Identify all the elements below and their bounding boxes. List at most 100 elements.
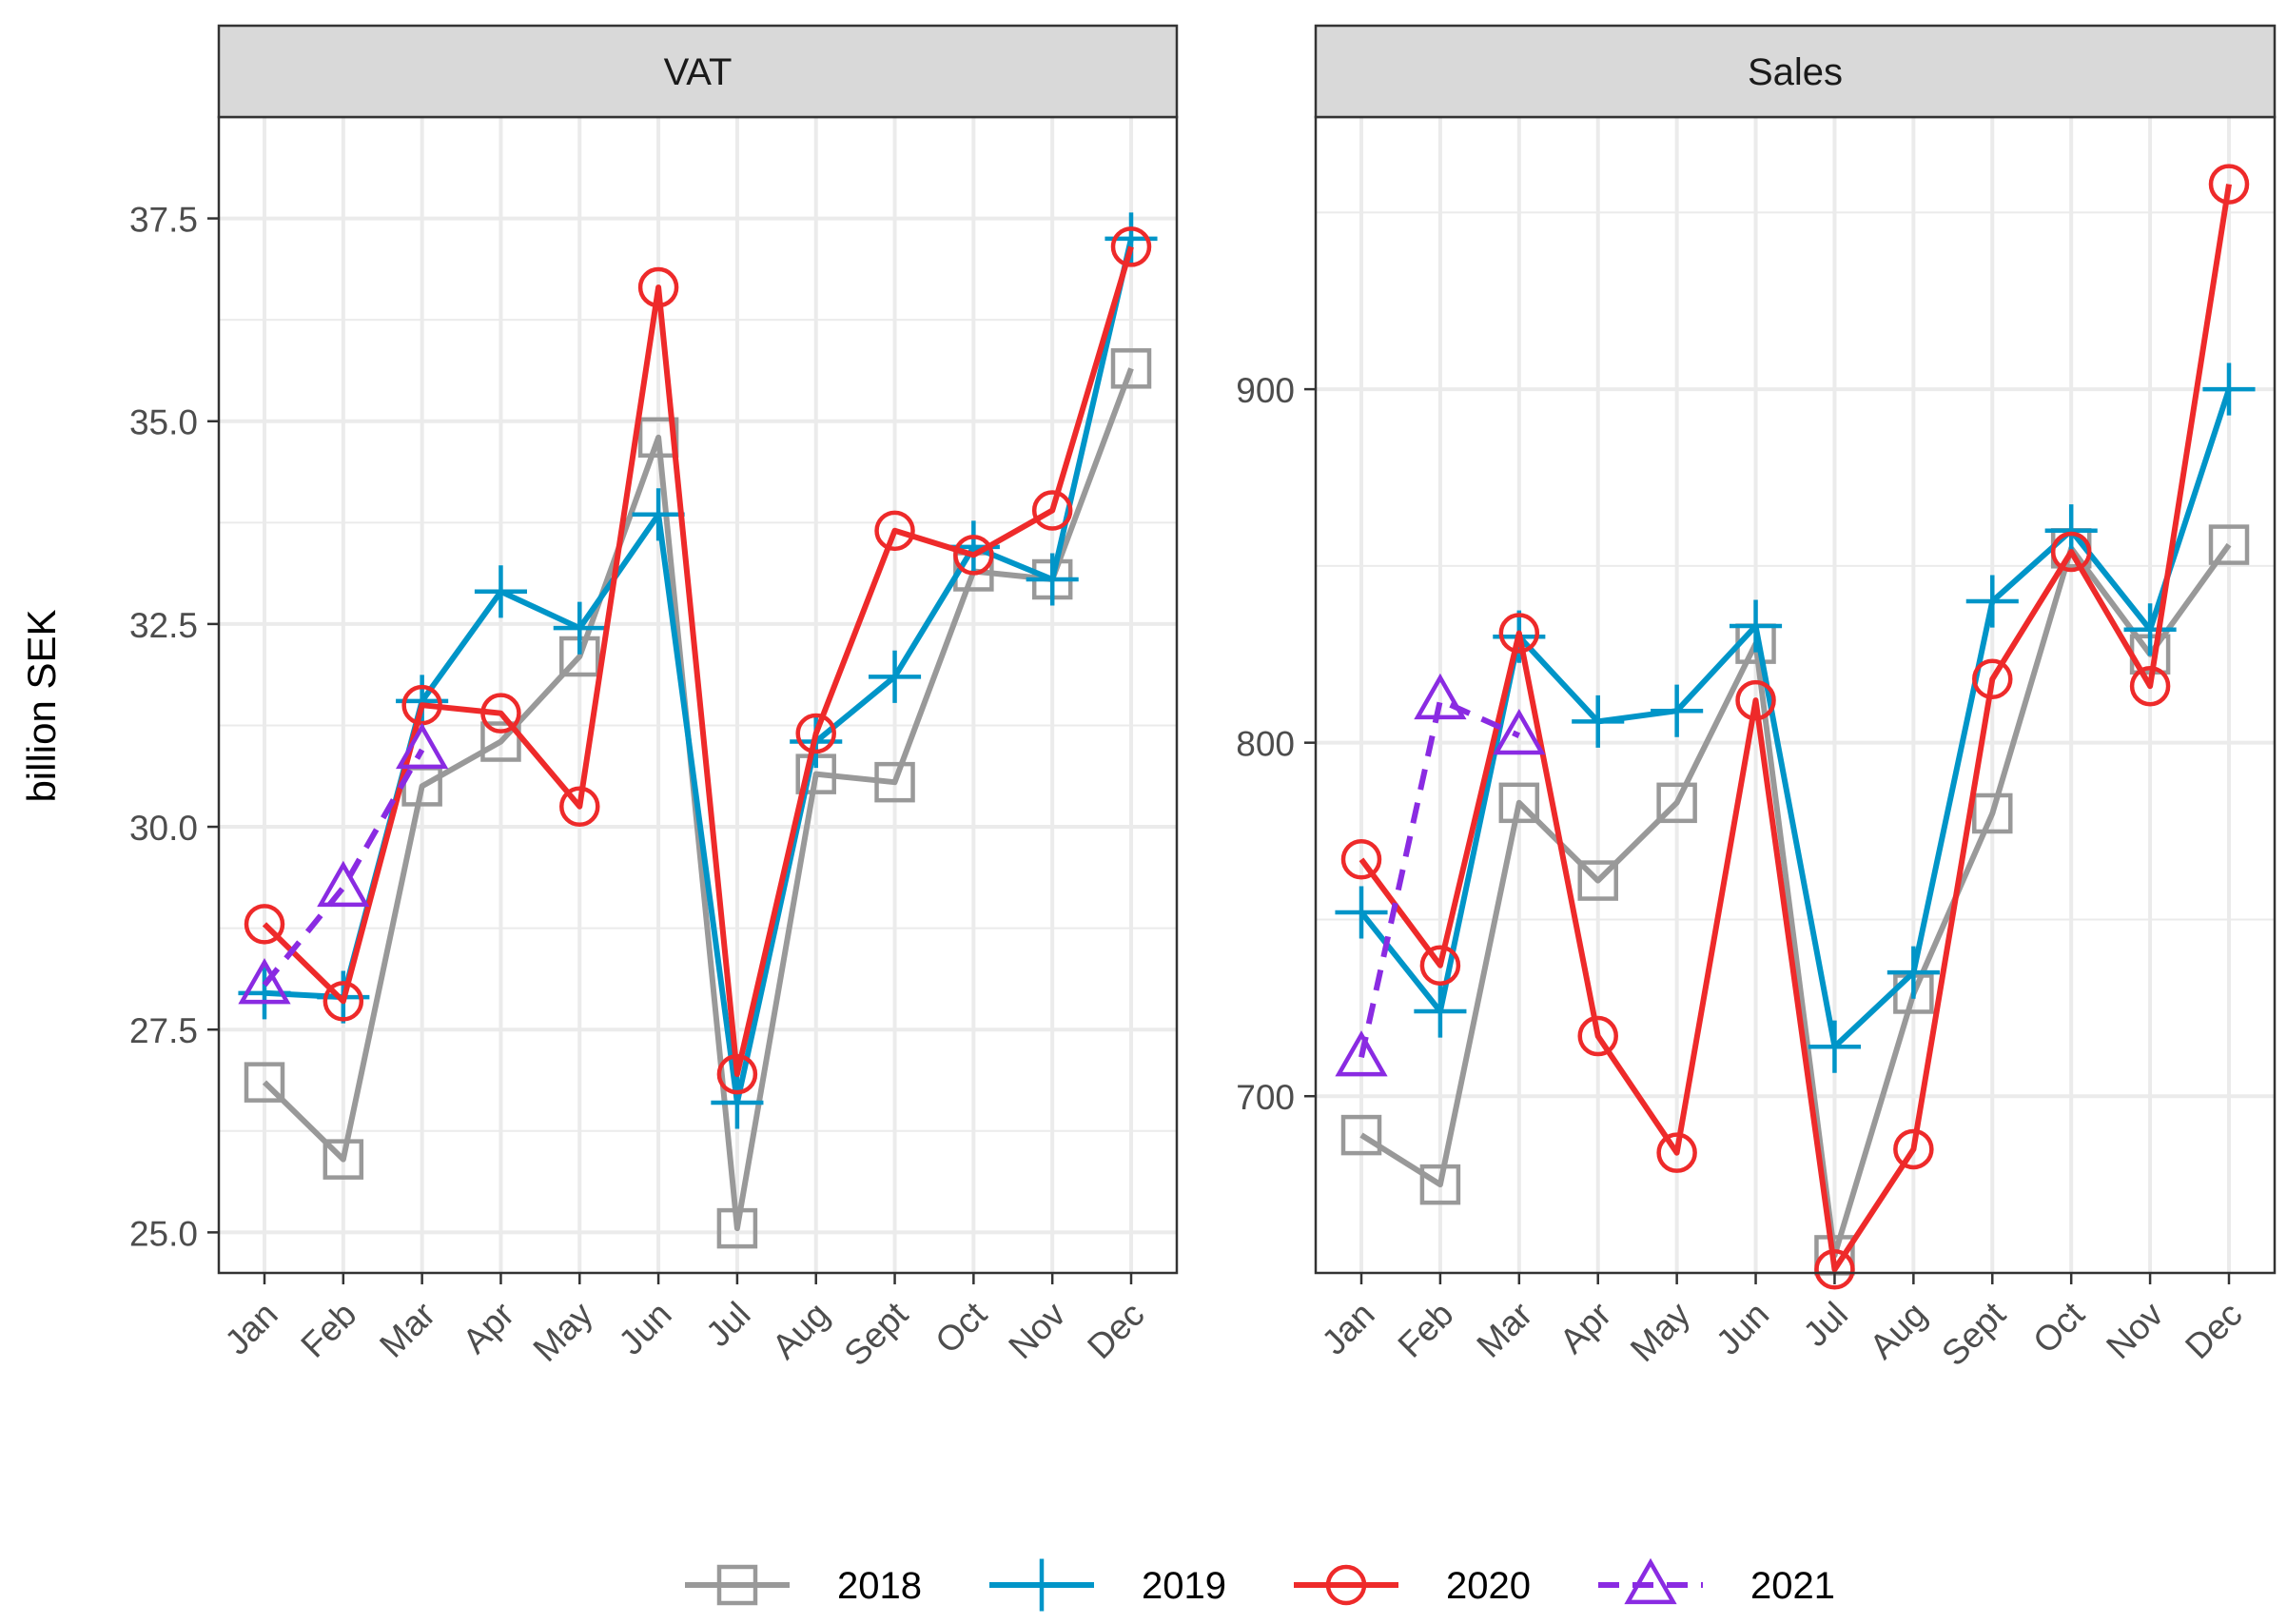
data-point xyxy=(1419,1164,1461,1205)
legend-key-marker xyxy=(1325,1564,1367,1606)
y-tick-label: 35.0 xyxy=(129,403,198,442)
data-point xyxy=(2208,524,2250,565)
data-point xyxy=(2123,603,2177,656)
data-point xyxy=(1026,553,1079,606)
series-2021-sales xyxy=(1335,673,1546,1077)
x-tick-label: Mar xyxy=(372,1295,442,1365)
x-tick-label: Jul xyxy=(698,1295,757,1354)
data-point xyxy=(1493,708,1546,755)
data-point xyxy=(1656,782,1697,824)
data-point xyxy=(480,721,521,762)
data-point xyxy=(1340,839,1382,880)
data-point xyxy=(953,535,994,576)
data-point xyxy=(1419,945,1461,986)
data-point xyxy=(1814,1249,1855,1290)
legend-label: 2019 xyxy=(1142,1565,1226,1607)
series-line xyxy=(1359,184,2232,1273)
legend-label: 2020 xyxy=(1446,1565,1531,1607)
series-2020-sales xyxy=(1340,164,2250,1290)
x-tick-label: Aug xyxy=(765,1295,837,1367)
x-tick-label: Oct xyxy=(2025,1294,2092,1360)
data-point xyxy=(874,761,915,803)
y-tick-label: 37.5 xyxy=(129,201,198,240)
legend-key-marker xyxy=(716,1564,758,1606)
x-tick-label: Sept xyxy=(836,1294,915,1373)
x-tick-label: Dec xyxy=(2178,1295,2250,1367)
data-point xyxy=(1498,613,1540,654)
data-point xyxy=(1110,348,1152,389)
y-tick-label: 800 xyxy=(1236,725,1295,764)
data-point xyxy=(244,1062,285,1103)
data-point xyxy=(1656,1132,1697,1173)
series-2021-vat xyxy=(238,722,449,1005)
x-tick-label: Aug xyxy=(1862,1295,1934,1367)
data-point xyxy=(559,786,600,827)
data-point xyxy=(795,713,836,754)
legend-item-2019: 2019 xyxy=(989,1558,1226,1612)
x-tick-label: Jun xyxy=(612,1295,679,1362)
y-tick-label: 25.0 xyxy=(129,1214,198,1253)
data-point xyxy=(1414,985,1467,1038)
y-tick-label: 30.0 xyxy=(129,809,198,848)
data-point xyxy=(1651,684,1704,737)
data-point xyxy=(1572,695,1625,748)
facet-title: VAT xyxy=(664,51,733,93)
legend-item-2018: 2018 xyxy=(685,1564,922,1607)
legend-item-2021: 2021 xyxy=(1598,1557,1835,1607)
data-point xyxy=(1735,679,1776,721)
data-point xyxy=(2044,504,2098,558)
data-point xyxy=(317,860,370,908)
data-point xyxy=(1808,1020,1861,1073)
x-tick-label: Apr xyxy=(1553,1295,1619,1361)
x-tick-label: Nov xyxy=(1001,1294,1073,1366)
x-tick-label: Dec xyxy=(1080,1295,1152,1367)
plot-background xyxy=(1316,117,2275,1273)
facet-strip xyxy=(1314,24,2277,119)
data-point xyxy=(874,510,915,552)
legend-label: 2021 xyxy=(1750,1565,1835,1607)
data-point xyxy=(1031,490,1073,531)
x-tick-label: Nov xyxy=(2099,1294,2171,1366)
x-tick-label: Apr xyxy=(455,1295,521,1361)
panel-vat: VAT 25.0 27.5 30.0 32.5 35.0 37.5 Jan Feb Mar Apr M… xyxy=(129,24,1179,1373)
y-tick-label: 900 xyxy=(1236,371,1295,410)
series-line xyxy=(262,245,1134,1078)
panel-sales: Sales 700 800 900 Jan Feb Mar Apr May Jun Jul Aug Se… xyxy=(1236,24,2277,1373)
data-point xyxy=(1886,946,1940,999)
legend-item-2020: 2020 xyxy=(1294,1564,1531,1607)
data-point xyxy=(323,1139,364,1180)
x-tick-label: Jan xyxy=(1314,1295,1381,1362)
data-point xyxy=(480,693,521,734)
y-axis-label: billion SEK xyxy=(19,609,64,802)
data-point xyxy=(553,601,606,655)
y-tick-label: 700 xyxy=(1236,1078,1295,1117)
x-tick-label: May xyxy=(1623,1294,1698,1369)
data-point xyxy=(1730,599,1783,653)
data-point xyxy=(396,722,449,770)
data-point xyxy=(1972,792,2013,834)
data-point xyxy=(711,1076,764,1129)
data-point xyxy=(1335,886,1388,939)
series-line xyxy=(262,367,1134,1232)
data-point xyxy=(637,417,679,459)
data-point xyxy=(1972,658,2013,700)
series-2020-vat xyxy=(244,226,1152,1095)
data-point xyxy=(1577,1015,1618,1057)
y-tick-label: 27.5 xyxy=(129,1011,198,1050)
x-tick-label: Feb xyxy=(1390,1295,1460,1365)
data-point xyxy=(716,1053,758,1095)
x-tick-label: Feb xyxy=(293,1295,363,1365)
data-point xyxy=(632,488,685,541)
data-point xyxy=(1414,673,1467,720)
data-point xyxy=(2202,362,2256,416)
legend: 2018 2019 2020 2021 xyxy=(685,1557,1835,1612)
data-point xyxy=(474,565,528,618)
x-tick-label: May xyxy=(526,1294,601,1369)
data-point xyxy=(323,981,364,1022)
legend-key-marker xyxy=(1624,1557,1677,1605)
data-point xyxy=(1577,860,1618,901)
x-tick-label: Mar xyxy=(1469,1295,1539,1365)
x-tick-label: Jun xyxy=(1709,1295,1776,1362)
